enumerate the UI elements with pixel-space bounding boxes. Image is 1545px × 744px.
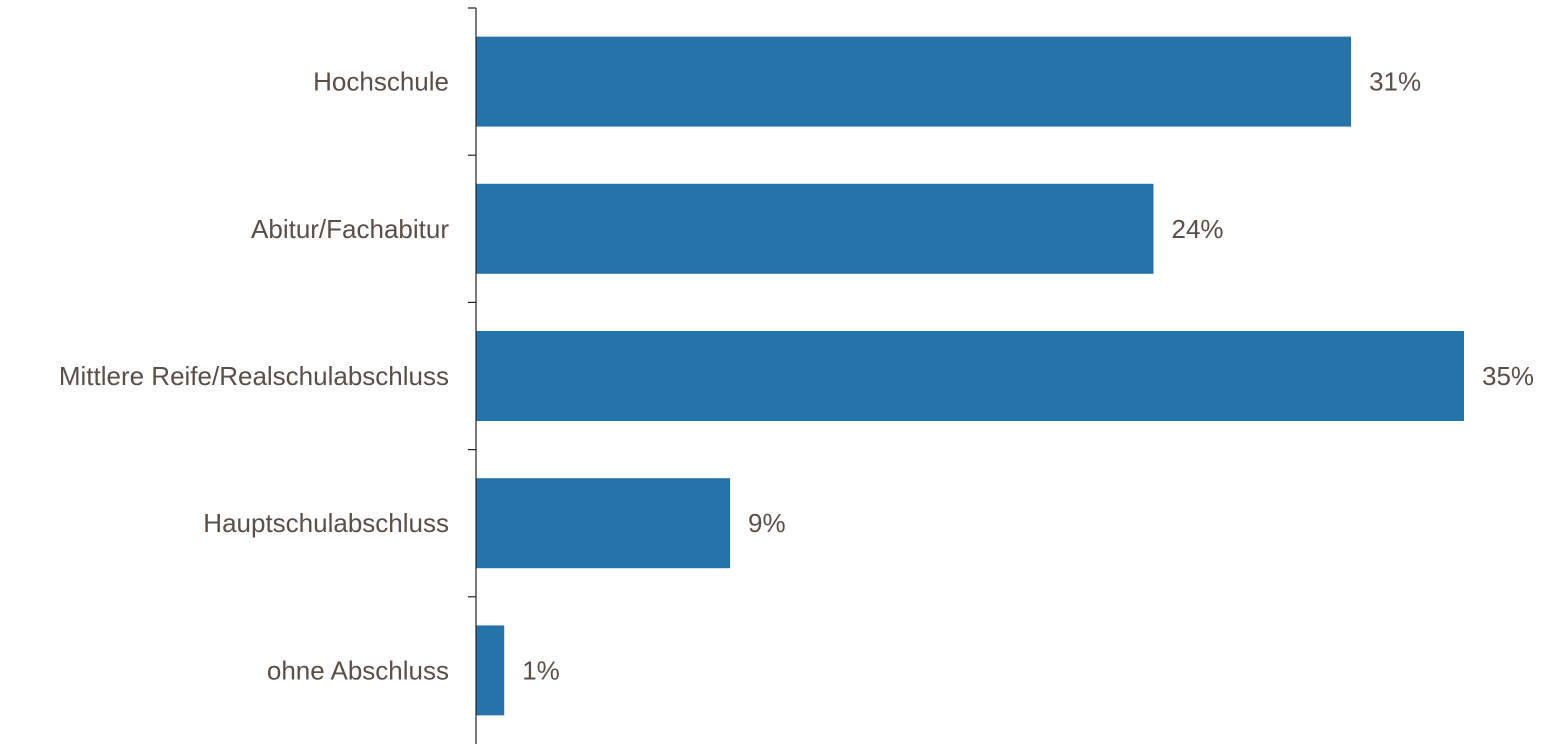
bars-layer: [476, 36, 1464, 716]
value-label: 1%: [522, 655, 560, 685]
category-label: Hauptschulabschluss: [203, 508, 449, 538]
value-label: 35%: [1482, 361, 1534, 391]
value-label: 24%: [1171, 214, 1223, 244]
category-label: Abitur/Fachabitur: [251, 214, 449, 244]
value-label: 9%: [748, 508, 786, 538]
value-label: 31%: [1369, 67, 1421, 97]
labels-layer: Hochschule 31% Abitur/Fachabitur 24% Mittler…: [59, 67, 1534, 686]
category-label: Mittlere Reife/Realschulabschluss: [59, 361, 449, 391]
bar-3: [476, 478, 731, 569]
bar-0: [476, 36, 1352, 127]
category-label: Hochschule: [313, 67, 449, 97]
category-label: ohne Abschluss: [267, 655, 449, 685]
bar-2: [476, 331, 1464, 421]
y-axis: [468, 7, 477, 744]
bar-4: [476, 625, 505, 716]
bar-1: [476, 183, 1154, 274]
